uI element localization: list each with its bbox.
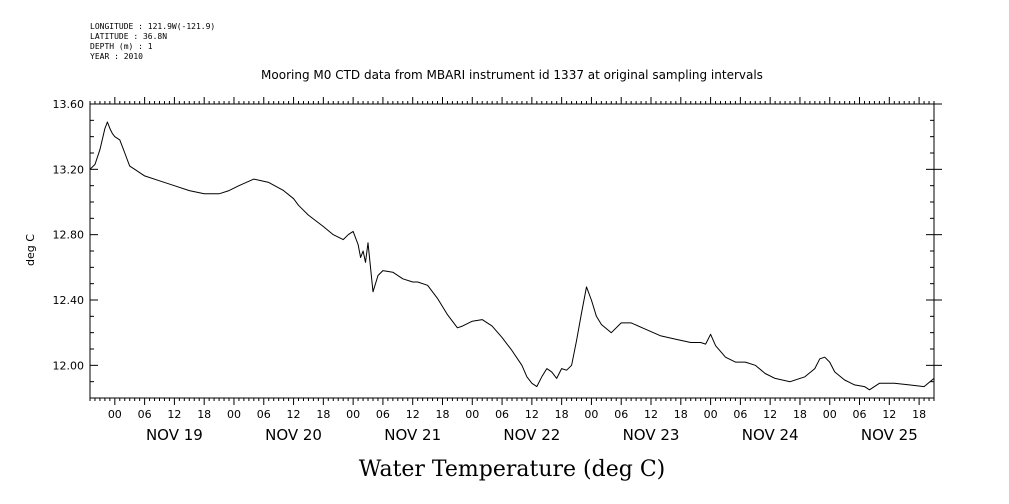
series bbox=[89, 121, 935, 391]
x-tick-label: 06 bbox=[257, 408, 271, 421]
x-day-label: NOV 19 bbox=[146, 426, 203, 444]
x-tick-label: 00 bbox=[704, 408, 718, 421]
x-day-label: NOV 25 bbox=[861, 426, 918, 444]
x-day-label: NOV 23 bbox=[623, 426, 680, 444]
x-tick-label: 06 bbox=[495, 408, 509, 421]
x-day-label: NOV 20 bbox=[265, 426, 322, 444]
temperature-line bbox=[89, 121, 935, 391]
x-tick-label: 18 bbox=[435, 408, 449, 421]
x-tick-label: 00 bbox=[108, 408, 122, 421]
x-tick-label: 18 bbox=[197, 408, 211, 421]
x-tick-label: 00 bbox=[584, 408, 598, 421]
x-tick-label: 12 bbox=[882, 408, 896, 421]
x-tick-label: 12 bbox=[644, 408, 658, 421]
y-axis-label: deg C bbox=[24, 234, 37, 266]
x-tick-label: 12 bbox=[406, 408, 420, 421]
x-tick-label: 00 bbox=[346, 408, 360, 421]
x-tick-label: 18 bbox=[793, 408, 807, 421]
y-tick-label: 13.20 bbox=[53, 163, 85, 176]
tick-labels: 00 06 12 18 00 06 12 18 00 06 12 18 00 06 12 18 00 06 12 18… bbox=[53, 98, 927, 444]
axes bbox=[89, 103, 935, 399]
x-tick-label: 12 bbox=[287, 408, 301, 421]
ticks bbox=[89, 97, 942, 405]
metadata-block: LONGITUDE : 121.9W(-121.9) LATITUDE : 36.… bbox=[90, 22, 215, 62]
x-tick-label: 12 bbox=[167, 408, 181, 421]
x-tick-label: 00 bbox=[823, 408, 837, 421]
x-tick-label: 18 bbox=[555, 408, 569, 421]
x-tick-label: 06 bbox=[853, 408, 867, 421]
x-tick-label: 06 bbox=[614, 408, 628, 421]
longitude-label: LONGITUDE : 121.9W(-121.9) bbox=[90, 22, 216, 31]
x-tick-label: 18 bbox=[674, 408, 688, 421]
x-tick-label: 06 bbox=[138, 408, 152, 421]
x-tick-label: 18 bbox=[912, 408, 926, 421]
x-day-label: NOV 21 bbox=[384, 426, 441, 444]
y-tick-label: 12.80 bbox=[53, 229, 85, 242]
x-tick-label: 12 bbox=[763, 408, 777, 421]
x-tick-label: 00 bbox=[227, 408, 241, 421]
y-tick-label: 13.60 bbox=[53, 98, 85, 111]
depth-label: DEPTH (m) : 1 bbox=[90, 42, 153, 51]
chart-title: Mooring M0 CTD data from MBARI instrumen… bbox=[261, 68, 763, 82]
x-tick-label: 06 bbox=[733, 408, 747, 421]
plot-frame bbox=[89, 103, 935, 399]
y-tick-label: 12.40 bbox=[53, 294, 85, 307]
x-axis-label: Water Temperature (deg C) bbox=[359, 457, 666, 482]
x-day-label: NOV 24 bbox=[742, 426, 799, 444]
x-day-label: NOV 22 bbox=[503, 426, 560, 444]
y-tick-label: 12.00 bbox=[53, 359, 85, 372]
x-tick-label: 00 bbox=[465, 408, 479, 421]
x-tick-label: 18 bbox=[316, 408, 330, 421]
latitude-label: LATITUDE : 36.8N bbox=[90, 32, 168, 41]
x-tick-label: 12 bbox=[525, 408, 539, 421]
x-tick-label: 06 bbox=[376, 408, 390, 421]
year-label: YEAR : 2010 bbox=[90, 52, 143, 61]
